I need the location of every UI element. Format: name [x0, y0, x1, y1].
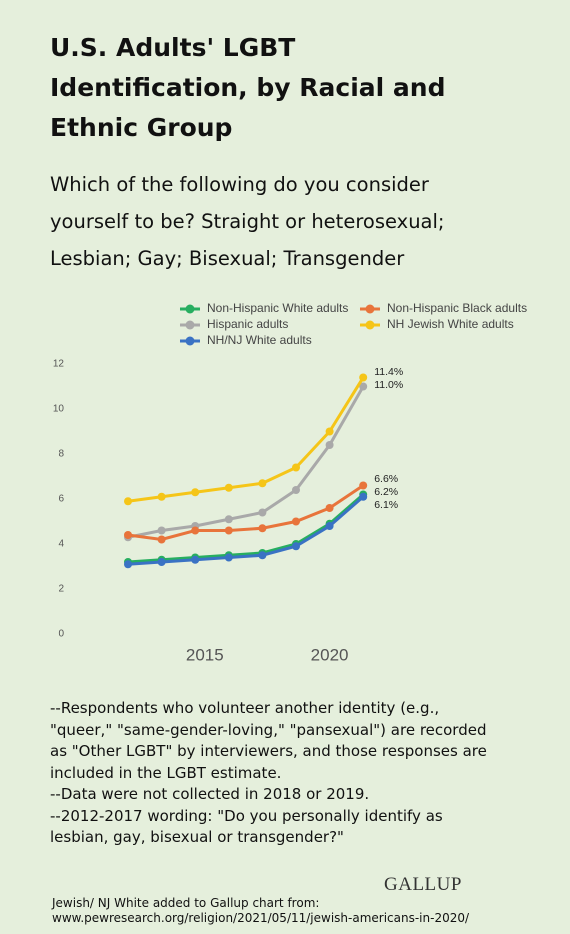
legend-marker — [185, 336, 195, 346]
note: --Data were not collected in 2018 or 201… — [50, 785, 370, 803]
value-label: 6.2% — [374, 486, 398, 498]
point — [359, 481, 368, 490]
legend-label: NH Jewish White adults — [387, 317, 514, 331]
x-tick-label: 2015 — [186, 645, 224, 664]
point — [292, 542, 300, 551]
y-tick-label: 8 — [58, 449, 64, 460]
point — [224, 483, 233, 492]
series-line — [127, 493, 365, 564]
point — [191, 526, 200, 535]
note: --2012-2017 wording: "Do you personally … — [50, 806, 443, 847]
point — [191, 555, 200, 564]
point — [258, 524, 267, 533]
point — [258, 479, 267, 488]
point — [157, 492, 166, 501]
notes: --Respondents who volunteer another iden… — [50, 698, 490, 849]
source-line: www.pewresearch.org/religion/2021/05/11/… — [52, 911, 470, 925]
value-label: 11.4% — [374, 366, 403, 378]
point — [157, 535, 166, 544]
point — [359, 382, 368, 391]
point — [258, 508, 267, 517]
point — [124, 497, 132, 506]
value-label: 11.0% — [374, 379, 403, 391]
point — [325, 427, 334, 436]
point — [258, 551, 267, 560]
subtitle: Which of the following do you consider y… — [50, 173, 445, 270]
legend-label: Hispanic adults — [207, 317, 288, 331]
legend-marker — [365, 320, 375, 330]
value-label: 6.1% — [374, 499, 398, 511]
point — [157, 558, 166, 566]
y-tick-label: 6 — [58, 494, 64, 505]
y-tick-label: 2 — [58, 584, 64, 595]
point — [292, 463, 300, 472]
title: U.S. Adults' LGBT Identification, by Rac… — [50, 33, 446, 142]
chart: Non-Hispanic White adults Non-Hispanic Bl… — [53, 301, 527, 664]
point — [224, 553, 233, 562]
point — [224, 526, 233, 535]
point — [292, 486, 300, 494]
point — [325, 522, 334, 530]
point — [325, 441, 334, 449]
legend-marker — [185, 304, 195, 314]
y-tick-label: 12 — [53, 359, 65, 370]
point — [124, 531, 132, 539]
point — [359, 373, 368, 382]
series-line — [127, 495, 365, 566]
x-tick-label: 2020 — [311, 645, 349, 664]
y-tick-label: 0 — [58, 629, 64, 640]
logo: GALLUP — [384, 874, 462, 895]
point — [124, 560, 132, 569]
source: Jewish/ NJ White added to Gallup chart f… — [52, 896, 469, 926]
legend-marker — [365, 304, 375, 314]
series-line — [127, 385, 365, 539]
point — [191, 488, 200, 497]
source-line: Jewish/ NJ White added to Gallup chart f… — [52, 896, 320, 910]
y-tick-label: 10 — [53, 404, 65, 415]
series-line — [127, 484, 365, 542]
legend-label: NH/NJ White adults — [207, 333, 312, 347]
point — [224, 515, 233, 524]
value-label: 6.6% — [374, 473, 398, 485]
note: --Respondents who volunteer another iden… — [50, 699, 487, 782]
y-tick-label: 4 — [58, 539, 64, 550]
point — [292, 517, 300, 526]
legend-label: Non-Hispanic White adults — [207, 301, 348, 315]
series-line — [127, 376, 365, 503]
legend-marker — [185, 320, 195, 330]
legend-label: Non-Hispanic Black adults — [387, 301, 527, 315]
point — [157, 526, 166, 535]
point — [325, 504, 334, 512]
point — [359, 492, 368, 501]
